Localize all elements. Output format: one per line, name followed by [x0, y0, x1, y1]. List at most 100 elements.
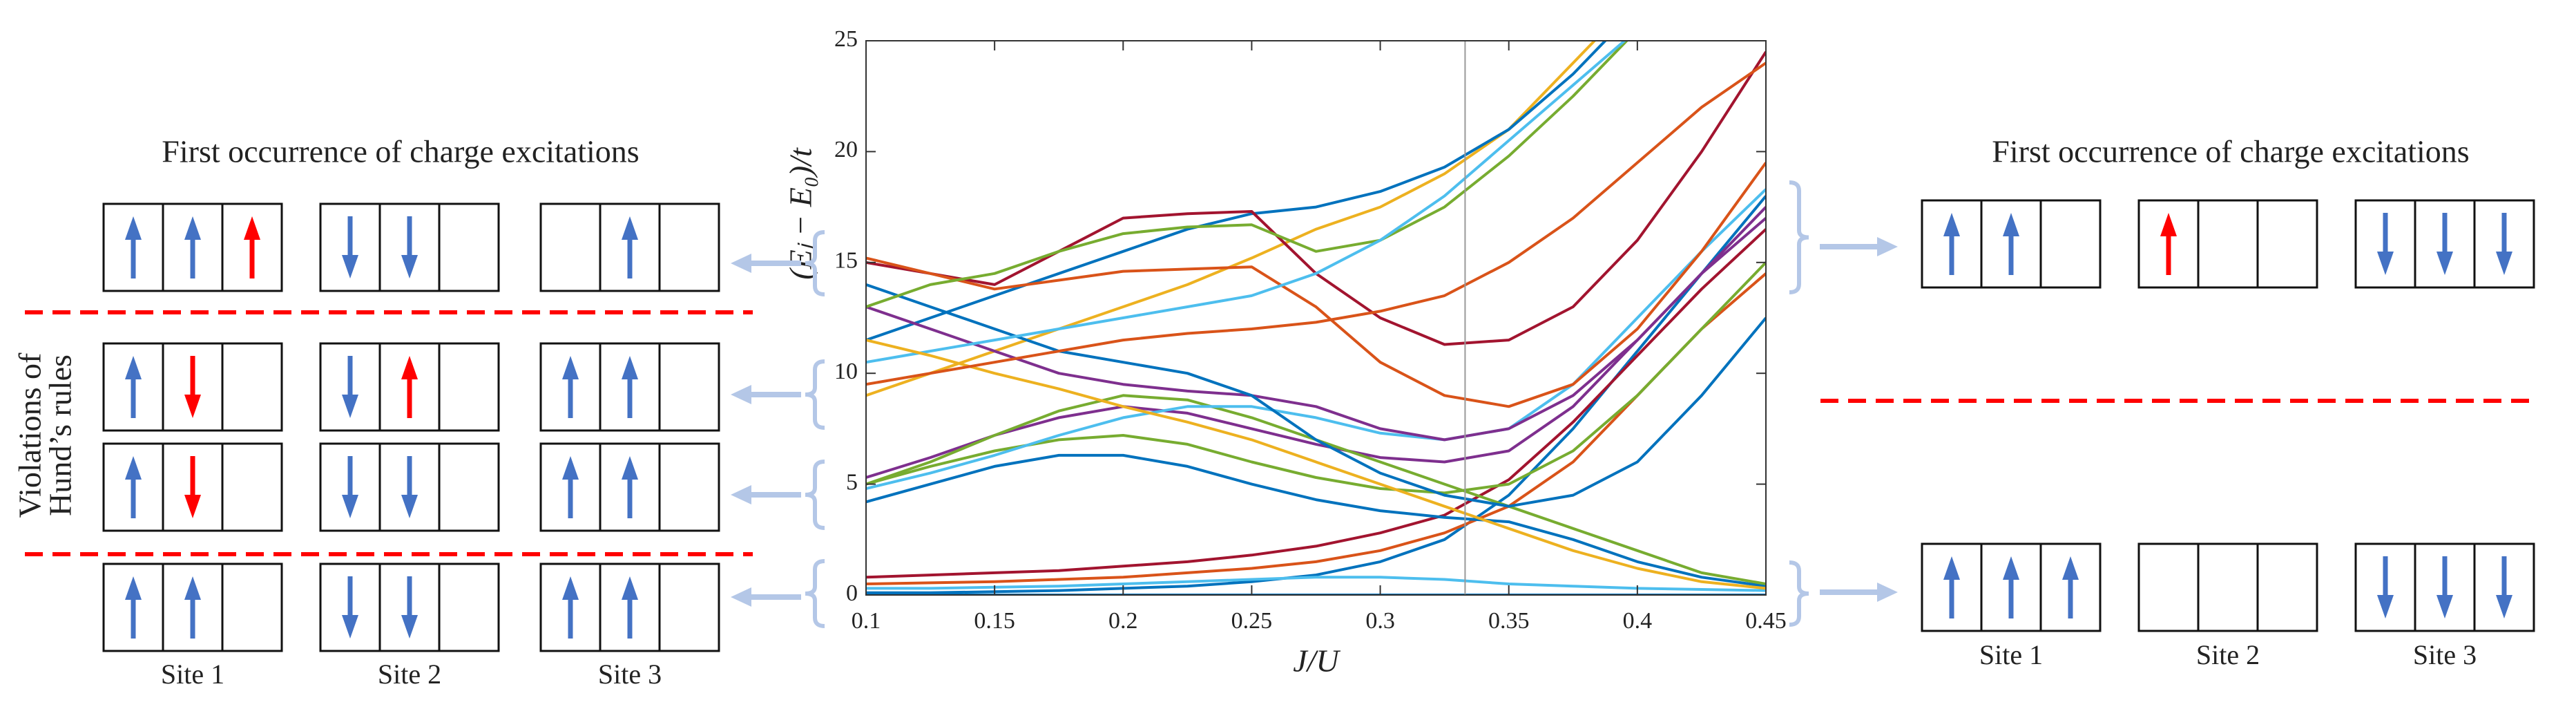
spin-arrow	[401, 576, 418, 639]
plot-lines	[866, 41, 1766, 595]
pointer-head	[731, 254, 751, 273]
y-axis-label: (Eⱼ − E₀)/t	[783, 147, 818, 280]
spin-arrow	[184, 216, 201, 278]
x-tick-label: 0.35	[1488, 608, 1530, 634]
spin-arrow	[2003, 213, 2019, 275]
arrow-head	[125, 356, 142, 379]
arrow-head	[401, 255, 418, 278]
spin-arrow	[244, 216, 260, 278]
spin-arrow	[125, 456, 142, 518]
brace	[805, 359, 825, 430]
arrow-head	[342, 395, 358, 418]
pointer-head	[1877, 583, 1898, 602]
arrow-head	[2496, 595, 2512, 618]
arrow-head	[125, 456, 142, 480]
spin-arrow	[562, 576, 579, 639]
site-box	[539, 342, 720, 432]
arrow-head	[184, 576, 201, 600]
series-line	[866, 41, 1627, 364]
spin-arrow	[2160, 213, 2177, 275]
brace	[1789, 180, 1809, 294]
spin-arrow	[2377, 213, 2394, 275]
arrow-head	[401, 495, 418, 518]
series-line	[866, 261, 1766, 495]
site-box	[539, 202, 720, 292]
pointer-head	[1877, 237, 1898, 256]
site-box	[102, 442, 283, 532]
site-box	[319, 342, 500, 432]
site-box	[319, 202, 500, 292]
site-box	[102, 202, 283, 292]
site-label: Site 2	[378, 659, 441, 690]
arrow-head	[125, 216, 142, 240]
arrow-head	[2377, 252, 2394, 275]
left-title: First occurrence of charge excitations	[162, 134, 639, 169]
x-tick-label: 0.1	[852, 608, 881, 634]
spin-arrow	[125, 356, 142, 418]
arrow-head	[2003, 213, 2019, 236]
arrow-head	[1943, 213, 1960, 236]
x-axis-label: J/U	[1293, 643, 1340, 679]
arrow-head	[2436, 252, 2453, 275]
spin-arrow	[2436, 556, 2453, 618]
pointer-head	[731, 385, 751, 404]
site-box	[1921, 199, 2102, 289]
pointer-head	[731, 485, 751, 504]
spin-arrow	[622, 576, 638, 639]
spin-arrow	[401, 356, 418, 418]
series-line	[866, 206, 1766, 479]
spin-arrow	[401, 456, 418, 518]
arrow-head	[184, 395, 201, 418]
site-label: Site 1	[161, 659, 224, 690]
arrow-head	[342, 495, 358, 518]
pointer-head	[731, 587, 751, 607]
site-box	[1921, 542, 2102, 632]
side-label-line: Violations of	[12, 352, 48, 518]
arrow-head	[244, 216, 260, 240]
series-line	[866, 62, 1766, 386]
x-tick-label: 0.2	[1108, 608, 1138, 634]
site-label: Site 2	[2196, 639, 2260, 670]
arrow-head	[125, 576, 142, 600]
side-label: Violations of Hund’s rules	[12, 352, 78, 518]
site-box	[319, 442, 500, 532]
site-box	[2354, 199, 2535, 289]
series-line	[866, 228, 1766, 579]
arrow-head	[562, 576, 579, 600]
spin-arrow	[622, 456, 638, 518]
arrow-head	[342, 615, 358, 639]
spin-arrow	[125, 576, 142, 639]
site-box	[539, 442, 720, 532]
series-line	[866, 272, 1766, 585]
site-label: Site 1	[1979, 639, 2043, 670]
plot-area	[866, 41, 1766, 595]
arrow-head	[2496, 252, 2512, 275]
spin-arrow	[342, 356, 358, 418]
spin-arrow	[2496, 556, 2512, 618]
spin-arrow	[2003, 556, 2019, 618]
site-box	[102, 563, 283, 652]
spin-arrow	[125, 216, 142, 278]
brace	[805, 230, 825, 296]
x-tick-label: 0.4	[1623, 608, 1653, 634]
series-line	[866, 162, 1766, 408]
spin-arrow	[2377, 556, 2394, 618]
brace	[1789, 560, 1809, 627]
arrow-head	[2003, 556, 2019, 580]
site-box	[2354, 542, 2535, 632]
series-line	[866, 41, 1597, 397]
spin-arrow	[622, 216, 638, 278]
site-box	[319, 563, 500, 652]
y-tick-label: 25	[834, 26, 858, 52]
site-label: Site 3	[598, 659, 662, 690]
series-line	[866, 453, 1766, 588]
y-tick-label: 10	[834, 359, 858, 384]
site-box	[539, 563, 720, 652]
arrow-head	[184, 495, 201, 518]
arrow-head	[401, 615, 418, 639]
plot-frame	[865, 40, 1767, 596]
spin-arrow	[184, 456, 201, 518]
y-tick-label: 0	[846, 580, 858, 606]
series-line	[866, 339, 1766, 590]
